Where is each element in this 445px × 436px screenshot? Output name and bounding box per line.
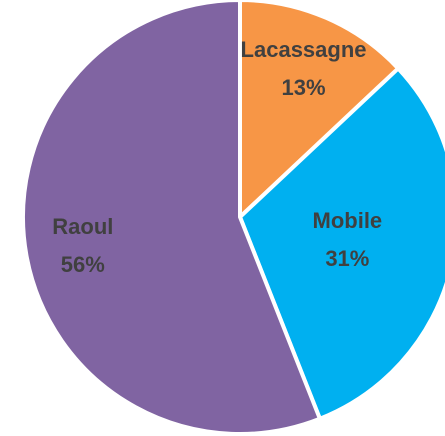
pie-slice	[238, 0, 401, 219]
pie-slice	[238, 66, 445, 421]
slice-name: Raoul	[52, 214, 113, 239]
slice-name: Lacassagne	[241, 37, 367, 62]
slice-name: Mobile	[313, 208, 383, 233]
slice-percent: 56%	[61, 252, 105, 277]
pie-slice	[21, 0, 322, 436]
slice-percent: 13%	[282, 75, 326, 100]
slice-percent: 31%	[325, 246, 369, 271]
